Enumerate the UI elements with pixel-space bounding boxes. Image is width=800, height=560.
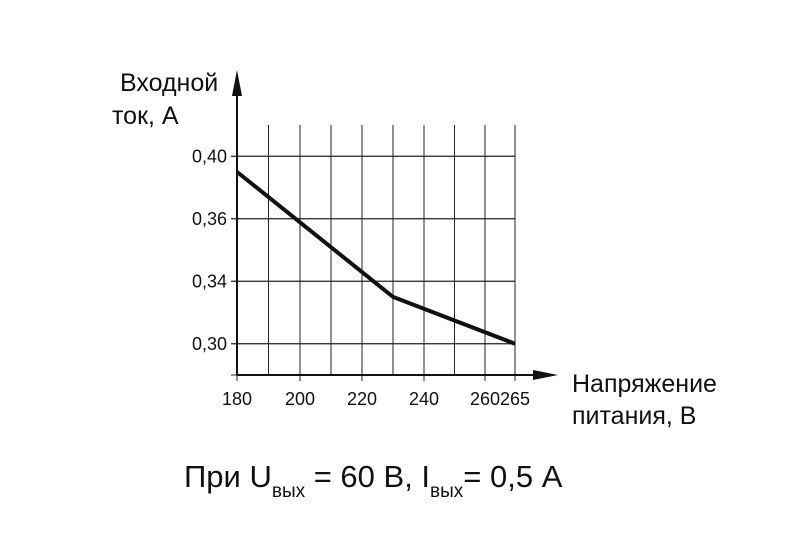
- y-tick-label: 0,36: [192, 209, 227, 229]
- x-tick-label: 200: [285, 389, 315, 409]
- caption-subscript: вых: [430, 481, 464, 502]
- caption-part: При U: [184, 459, 272, 494]
- y-tick-label: 0,40: [192, 146, 227, 166]
- x-tick-label: 180: [222, 389, 252, 409]
- caption-part: = 0,5 А: [463, 459, 562, 494]
- y-axis-arrow: [232, 70, 242, 96]
- data-line: [235, 170, 516, 346]
- y-axis-label: Входной: [120, 69, 218, 97]
- x-tick-label: 265: [500, 389, 530, 409]
- x-axis-label: питания, В: [572, 402, 696, 430]
- y-axis-label: ток, А: [112, 102, 179, 130]
- x-tick-label: 240: [409, 389, 439, 409]
- caption-part: = 60 В, I: [305, 459, 430, 494]
- caption: При Uвых = 60 В, Iвых= 0,5 А: [184, 459, 563, 502]
- x-axis-label: Напряжение: [572, 370, 717, 398]
- caption-subscript: вых: [272, 481, 306, 502]
- x-tick-label: 220: [347, 389, 377, 409]
- x-axis-arrow: [533, 370, 558, 380]
- x-tick-label: 260: [470, 389, 500, 409]
- y-tick-label: 0,34: [192, 271, 227, 291]
- y-tick-label: 0,30: [192, 334, 227, 354]
